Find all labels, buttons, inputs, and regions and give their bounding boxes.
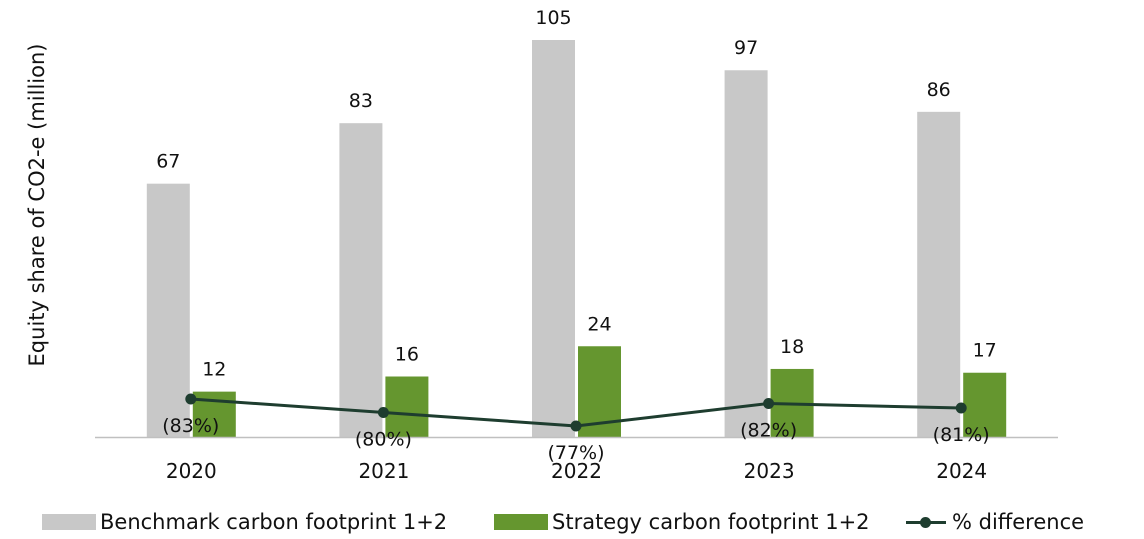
bar-strategy-2024	[963, 372, 1007, 437]
data-label-strategy-2020: 12	[202, 359, 226, 381]
data-label-difference-2023: (82%)	[740, 420, 797, 442]
difference-line-layer	[185, 393, 967, 432]
difference-point-2024	[955, 402, 967, 414]
data-label-benchmark-2022: 105	[535, 7, 571, 29]
data-label-benchmark-2023: 97	[734, 37, 758, 59]
difference-point-2021	[377, 407, 389, 418]
data-label-benchmark-2024: 86	[927, 79, 951, 101]
data-label-benchmark-2021: 83	[349, 90, 373, 112]
x-tick-label-2023: 2023	[744, 459, 795, 483]
difference-point-2022	[570, 420, 582, 432]
data-label-benchmark-2020: 67	[156, 151, 180, 173]
legend-swatch-strategy	[494, 514, 548, 530]
data-label-difference-2024: (81%)	[933, 424, 990, 446]
bar-benchmark-2020	[146, 183, 190, 437]
label-layer: 67 12 2020 83 16 2021 105 24 2022 97 18 2023 86 17 202…	[156, 7, 997, 483]
bar-benchmark-2024	[917, 111, 961, 437]
x-tick-label-2022: 2022	[551, 459, 602, 483]
data-label-strategy-2021: 16	[395, 344, 419, 366]
legend-label-strategy: Strategy carbon footprint 1+2	[552, 510, 870, 534]
legend-label-benchmark: Benchmark carbon footprint 1+2	[100, 510, 448, 534]
legend: Benchmark carbon footprint 1+2 Strategy …	[0, 505, 1144, 539]
legend-swatch-benchmark	[42, 514, 96, 530]
chart-area: Equity share of CO2-e (million) 67 12 2020…	[25, 7, 1058, 483]
difference-point-2020	[185, 393, 197, 405]
legend-swatch-difference	[906, 514, 946, 530]
data-label-strategy-2022: 24	[587, 313, 611, 335]
legend-item-difference: % difference	[906, 505, 1084, 539]
bar-benchmark-2021	[339, 123, 383, 437]
bar-benchmark-2022	[532, 40, 575, 437]
x-tick-label-2021: 2021	[358, 459, 409, 483]
data-label-strategy-2024: 17	[973, 340, 997, 362]
bar-strategy-2021	[385, 376, 429, 437]
data-label-strategy-2023: 18	[780, 336, 804, 358]
data-label-difference-2021: (80%)	[355, 429, 412, 451]
legend-item-strategy: Strategy carbon footprint 1+2	[494, 505, 870, 539]
bar-benchmark-2023	[724, 70, 768, 437]
y-axis-label: Equity share of CO2-e (million)	[25, 44, 49, 367]
x-tick-label-2020: 2020	[166, 459, 217, 483]
data-label-difference-2022: (77%)	[547, 442, 604, 464]
bar-layer	[146, 40, 1007, 437]
legend-label-difference: % difference	[952, 510, 1085, 534]
x-tick-label-2024: 2024	[936, 459, 987, 483]
difference-point-2023	[763, 398, 775, 409]
legend-item-benchmark: Benchmark carbon footprint 1+2	[42, 505, 447, 539]
data-label-difference-2020: (83%)	[162, 415, 219, 437]
